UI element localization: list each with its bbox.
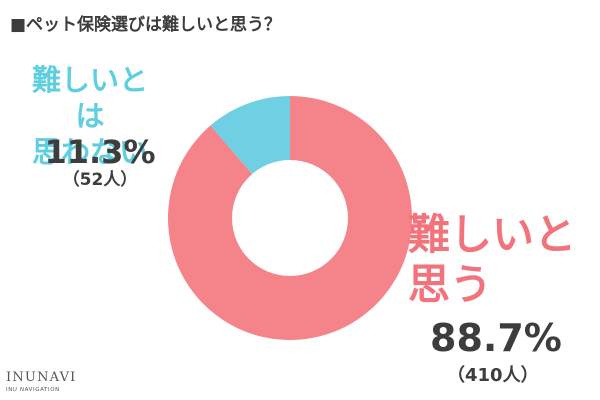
- slice-count-no: （52人）: [62, 170, 138, 190]
- slice-percent-yes: 88.7%: [430, 316, 562, 360]
- slice-percent-no: 11.3%: [44, 133, 156, 171]
- logo-tagline: INU NAVIGATION: [6, 387, 60, 393]
- slice-count-yes: （410人）: [447, 365, 539, 386]
- chart-title: ■ペット保険選びは難しいと思う？: [10, 15, 282, 35]
- donut-hole: [232, 160, 348, 276]
- brand-logo: INUNAVI INU NAVIGATION: [6, 370, 126, 394]
- logo-wordmark: INUNAVI: [6, 370, 77, 385]
- slice-label-no: 難しいとは 思わない: [31, 63, 148, 169]
- slice-label-yes: 難しいと 思う: [408, 210, 577, 309]
